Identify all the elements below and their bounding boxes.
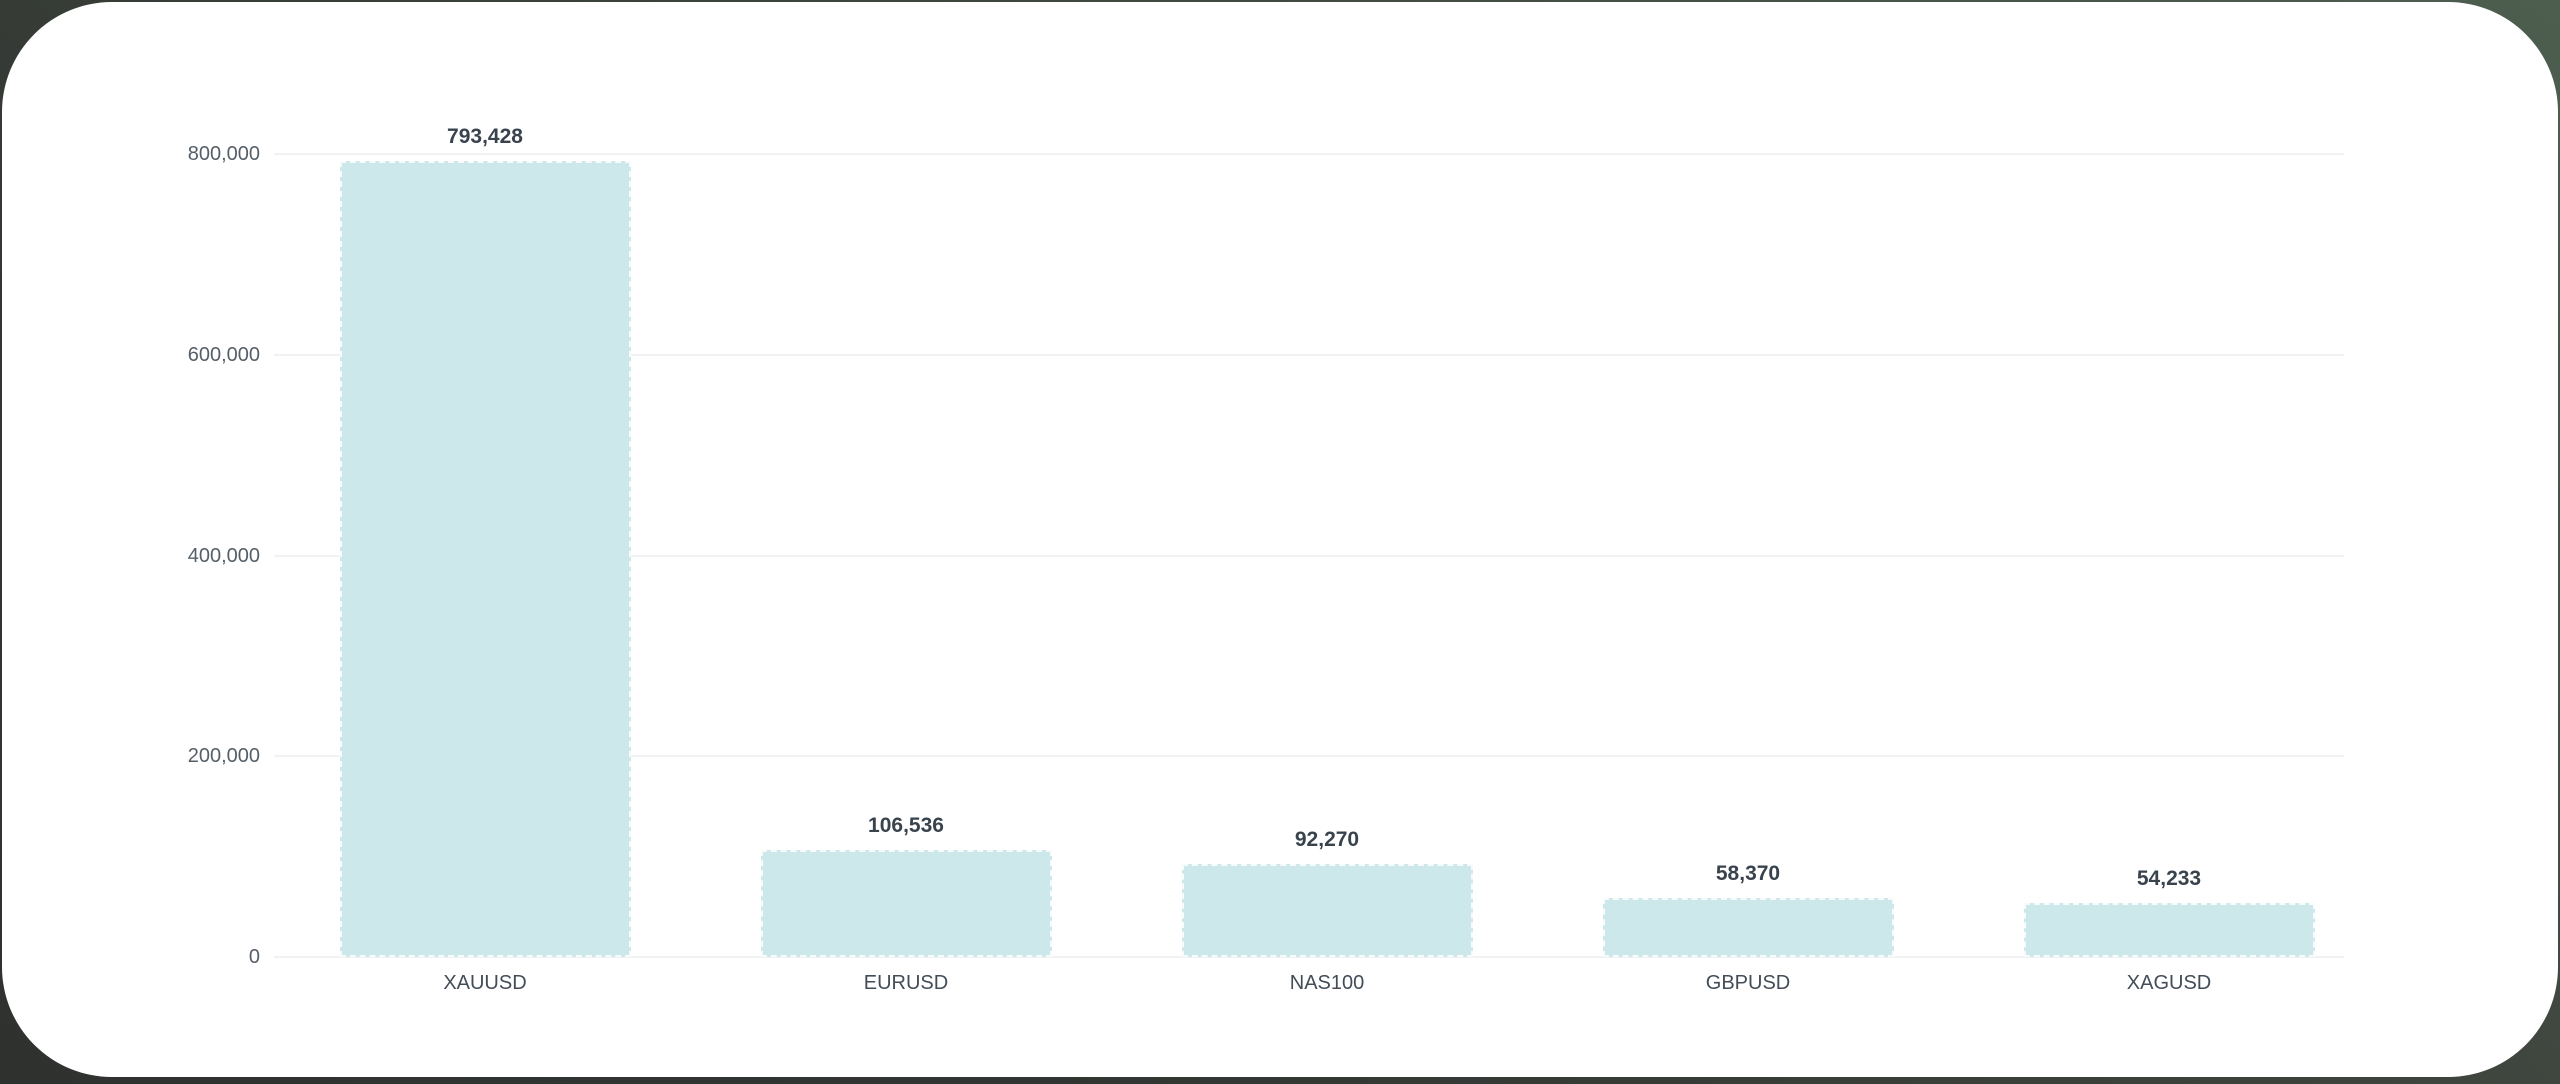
bar-value-label: 793,428 <box>447 124 523 148</box>
x-tick-label: XAGUSD <box>2126 972 2212 994</box>
y-tick-label: 0 <box>248 946 260 968</box>
bar-xauusd[interactable] <box>339 160 631 957</box>
bar-eurusd[interactable] <box>760 850 1052 957</box>
gridline <box>274 956 2344 958</box>
bar-value-label: 54,233 <box>2136 866 2202 890</box>
x-tick-label: XAUUSD <box>443 972 527 994</box>
x-tick-label: EURUSD <box>863 972 949 994</box>
gridline <box>274 153 2344 155</box>
x-tick-label: NAS100 <box>1289 972 1365 994</box>
y-tick-label: 400,000 <box>187 544 260 567</box>
bar-nas100[interactable] <box>1181 864 1473 957</box>
bar-value-label: 92,270 <box>1294 828 1360 852</box>
bar-value-label: 58,370 <box>1715 862 1781 886</box>
y-tick-label: 800,000 <box>187 143 260 165</box>
gridline <box>274 353 2344 356</box>
x-tick-label: GBPUSD <box>1705 972 1791 994</box>
bar-xagusd[interactable] <box>2023 902 2315 957</box>
bar-gbpusd[interactable] <box>1602 898 1894 957</box>
gridline <box>274 755 2344 758</box>
y-tick-label: 200,000 <box>187 745 260 768</box>
bar-value-label: 106,536 <box>868 814 944 838</box>
gridline <box>274 554 2344 557</box>
y-tick-label: 600,000 <box>187 343 260 366</box>
